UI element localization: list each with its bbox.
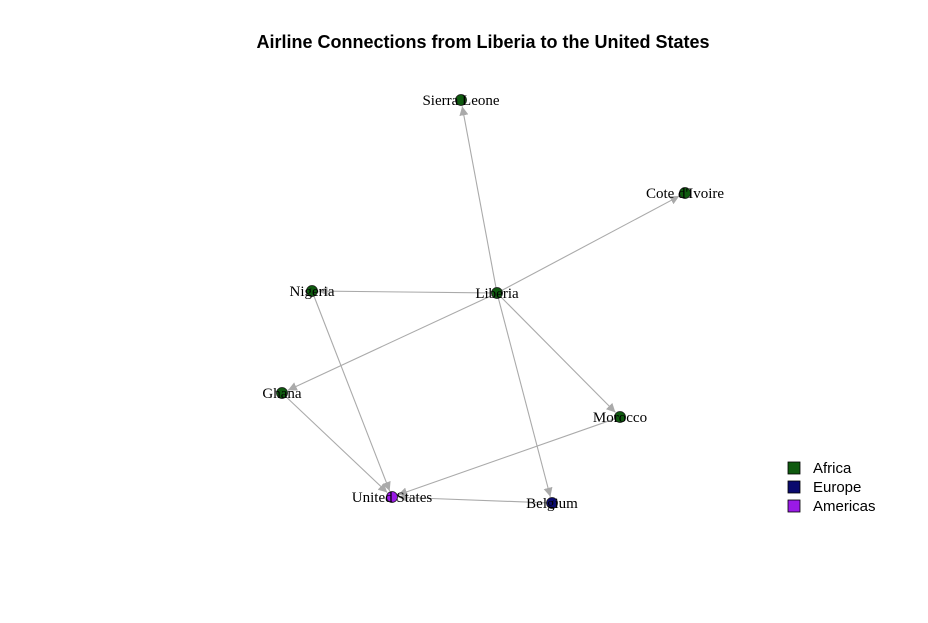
node-morocco: Morocco (593, 410, 647, 426)
edge-ghana-to-united_states (285, 396, 388, 493)
node-marker-ghana (276, 387, 288, 399)
edge-liberia-to-belgium (497, 298, 553, 497)
node-label-sierra_leone: Sierra Leone (422, 93, 499, 109)
node-marker-nigeria (306, 285, 318, 297)
node-marker-liberia (491, 287, 503, 299)
legend-item-africa: Africa (787, 460, 852, 477)
edge-liberia-to-nigeria (318, 286, 492, 296)
edge-liberia-to-cote_divoire (501, 195, 680, 291)
node-liberia: Liberia (475, 286, 519, 302)
node-marker-belgium (546, 497, 558, 509)
legend-label-africa: Africa (813, 460, 852, 477)
node-united_states: United States (352, 490, 433, 506)
node-label-liberia: Liberia (475, 286, 519, 302)
node-label-united_states: United States (352, 490, 433, 506)
node-sierra_leone: Sierra Leone (422, 93, 499, 109)
node-marker-cote_divoire (679, 187, 691, 199)
node-cote_divoire: Cote d'Ivoire (646, 186, 724, 202)
edges-layer (285, 106, 680, 504)
edge-belgium-to-united_states (398, 493, 547, 504)
node-marker-united_states (386, 491, 398, 503)
diagram-title: Airline Connections from Liberia to the … (256, 32, 709, 52)
node-belgium: Belgium (526, 496, 578, 512)
edge-liberia-to-morocco (500, 296, 616, 413)
node-label-morocco: Morocco (593, 410, 647, 426)
edge-nigeria-to-united_states (313, 295, 391, 492)
legend-swatch-europe (787, 480, 801, 494)
legend: Africa Europe Americas (787, 460, 876, 515)
edge-liberia-to-sierra_leone (459, 106, 497, 288)
node-marker-morocco (614, 411, 626, 423)
node-label-nigeria: Nigeria (290, 284, 335, 300)
legend-item-americas: Americas (787, 498, 876, 515)
edge-liberia-to-ghana (287, 294, 493, 391)
legend-label-europe: Europe (813, 479, 861, 496)
nodes-layer: Liberia Sierra Leone Cote d'Ivoire Nigeria G… (262, 93, 724, 512)
legend-item-europe: Europe (787, 479, 861, 496)
node-label-ghana: Ghana (262, 386, 301, 402)
node-nigeria: Nigeria (290, 284, 335, 300)
legend-label-americas: Americas (813, 498, 876, 515)
legend-swatch-africa (787, 461, 801, 475)
legend-swatch-americas (787, 499, 801, 513)
node-ghana: Ghana (262, 386, 301, 402)
node-label-cote_divoire: Cote d'Ivoire (646, 186, 724, 202)
edge-morocco-to-united_states (397, 418, 615, 497)
node-marker-sierra_leone (455, 94, 467, 106)
node-label-belgium: Belgium (526, 496, 578, 512)
